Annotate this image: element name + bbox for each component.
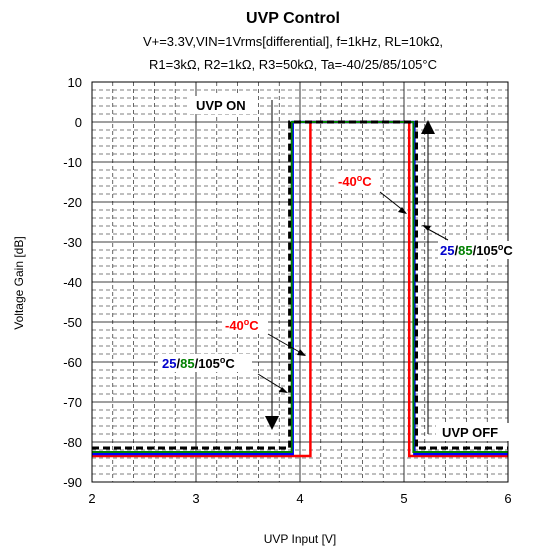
m40-left-label: -40oC	[225, 317, 259, 333]
temps-left-label: 25/85/105oC	[162, 355, 235, 371]
uvp-off-arrow-head	[421, 120, 435, 134]
x-tick-label: 4	[296, 491, 303, 506]
m40-right-label: -40oC	[338, 173, 372, 189]
chart-subtitle-line-1: V+=3.3V,VIN=1Vrms[differential], f=1kHz,…	[143, 34, 443, 49]
x-tick-label: 5	[400, 491, 407, 506]
y-tick-label: -50	[63, 315, 82, 330]
uvp-on-label-bg	[190, 96, 258, 114]
series-line-3	[92, 120, 508, 450]
y-tick-label: -40	[63, 275, 82, 290]
temps-right-label: 25/85/105oC	[440, 242, 513, 258]
tick-labels: 2 3 4 5 6 10 0 -10 -20 -30 -40 -50 -60 -70 -80 -90	[63, 75, 511, 506]
y-tick-label: -20	[63, 195, 82, 210]
m40-right-pointer-head	[398, 207, 407, 214]
y-tick-label: 10	[68, 75, 82, 90]
series-group	[92, 120, 508, 458]
annotations: UVP ON UVP OFF -40oC -40oC 25/85/105oC	[158, 96, 532, 441]
x-axis-label: UVP Input [V]	[264, 532, 337, 546]
chart-title: UVP Control	[246, 10, 340, 27]
m40-left-label-bg	[222, 316, 268, 334]
temps-right-pointer	[425, 227, 449, 241]
x-tick-label: 3	[192, 491, 199, 506]
y-tick-label: 0	[75, 115, 82, 130]
y-axis-label: Voltage Gain [dB]	[12, 236, 26, 329]
y-tick-label: -60	[63, 355, 82, 370]
x-tick-label: 6	[504, 491, 511, 506]
m40-right-label-bg	[334, 172, 380, 190]
plot-frame	[91, 81, 509, 483]
temps-right-label-bg	[438, 241, 532, 259]
y-tick-label: -80	[63, 435, 82, 450]
chart-subtitle-line-2: R1=3kΩ, R2=1kΩ, R3=50kΩ, Ta=-40/25/85/10…	[149, 57, 437, 72]
m40-right-pointer	[379, 191, 405, 212]
y-tick-label: -70	[63, 395, 82, 410]
uvp-off-label-bg	[436, 423, 512, 441]
y-tick-label: -10	[63, 155, 82, 170]
y-tick-label: -30	[63, 235, 82, 250]
temps-left-pointer	[257, 373, 285, 391]
y-tick-label: -90	[63, 475, 82, 490]
x-tick-label: 2	[88, 491, 95, 506]
temps-left-label-bg	[158, 354, 252, 372]
m40-left-pointer-head	[297, 349, 306, 356]
m40-left-pointer	[267, 333, 304, 355]
uvp-on-arrow-head	[265, 416, 279, 430]
grid	[91, 81, 509, 483]
uvp-on-label: UVP ON	[196, 98, 246, 113]
plot-border	[91, 81, 509, 483]
temps-right-pointer-head	[422, 225, 431, 231]
uvp-off-label: UVP OFF	[442, 425, 498, 440]
temps-left-pointer-head	[279, 387, 288, 393]
